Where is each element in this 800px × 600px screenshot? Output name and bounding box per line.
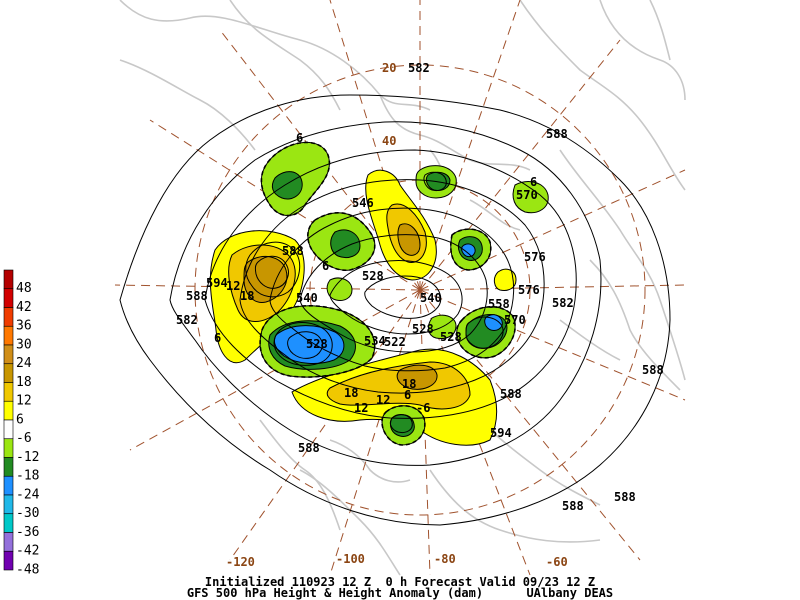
anomaly-negative-small-center	[326, 277, 353, 301]
anomaly-negative-east-18	[484, 314, 503, 331]
coastlines	[119, 0, 686, 576]
product-line: GFS 500 hPa Height & Height Anomaly (dam…	[0, 587, 800, 599]
anomaly-negative-west-18	[273, 325, 345, 364]
colorbar-swatch	[3, 494, 14, 515]
contour-label: 12	[376, 393, 390, 407]
height-contours	[119, 94, 671, 526]
colorbar-label: -36	[16, 525, 39, 540]
lon-label: -120	[226, 555, 255, 569]
contour-label: 576	[518, 283, 540, 297]
contour-label: 582	[408, 61, 430, 75]
anomaly-positive-center-18	[397, 223, 421, 256]
colorbar-label: -48	[16, 562, 39, 577]
contour-label: 6	[322, 259, 329, 273]
colorbar-swatch	[3, 344, 14, 365]
colorbar-label: -30	[16, 506, 39, 521]
contour-label: 18	[240, 289, 254, 303]
contour-label: 588	[562, 499, 584, 513]
colorbar-label: 12	[16, 394, 32, 409]
colorbar-swatch	[3, 325, 14, 346]
contour-label: 6	[530, 175, 537, 189]
contour-label: 18	[344, 386, 358, 400]
contour-label: 588	[614, 490, 636, 504]
anomaly-positive-small-east	[493, 268, 517, 291]
anomaly-negative-northwest-12	[271, 171, 303, 200]
contour-label: 528	[412, 322, 434, 336]
anomaly-negative-central-12	[330, 229, 361, 259]
lon-label: -80	[434, 552, 456, 566]
contour-labels: 582 588 6 570 6 576 576 582 588 594 588 …	[176, 61, 664, 513]
colorbar-swatch	[3, 438, 14, 458]
negative-anomaly-dashes	[259, 141, 516, 446]
anomaly-positive-west-18	[243, 255, 288, 303]
colorbar-swatch	[3, 307, 14, 327]
contour-label: 18	[402, 377, 416, 391]
forecast-time-line: Initialized 110923 12 Z 0 h Forecast Val…	[204, 575, 596, 589]
contour-label: 588	[186, 289, 208, 303]
colorbar-label: -42	[16, 544, 39, 559]
contour-label: 12	[226, 279, 240, 293]
contour-label: 12	[354, 401, 368, 415]
colorbar-label: 18	[16, 375, 32, 390]
contour-label: 582	[552, 296, 574, 310]
contour-label: 6	[404, 388, 411, 402]
contour-label: 594	[490, 426, 512, 440]
colorbar-label: 30	[16, 337, 32, 352]
colorbar-label: 42	[16, 300, 32, 315]
lon-label: -100	[336, 552, 365, 566]
contour-label: 570	[516, 188, 538, 202]
lat-label: 20	[382, 61, 396, 75]
colorbar-swatch	[3, 288, 14, 308]
contour-label: 594	[206, 276, 228, 290]
contour-label: 6	[296, 131, 303, 145]
contour-label: 528	[440, 330, 462, 344]
contour-label: -6	[416, 401, 430, 415]
colorbar-swatch	[3, 269, 14, 290]
contour-label: 522	[384, 335, 406, 349]
colorbar-swatch	[3, 457, 14, 477]
contour-label: 576	[524, 250, 546, 264]
contour-label: 588	[500, 387, 522, 401]
product-title: GFS 500 hPa Height & Height Anomaly (dam…	[186, 586, 484, 600]
latlon-labels: 20 40 -120 -100 -80 -60	[226, 61, 568, 569]
contour-label: 546	[352, 196, 374, 210]
contour-label: 582	[176, 313, 198, 327]
colorbar-swatch	[3, 382, 14, 402]
contour-label: 588	[298, 441, 320, 455]
colorbar-swatch	[3, 513, 14, 533]
colorbar-label: 24	[16, 356, 32, 371]
colorbar-label: -6	[16, 431, 32, 446]
colorbar-label: -12	[16, 450, 39, 465]
colorbar-swatch	[3, 419, 14, 440]
colorbar-swatch	[3, 400, 14, 421]
colorbar-swatch	[3, 550, 14, 571]
contour-label: 588	[546, 127, 568, 141]
colorbar-swatch	[3, 475, 14, 496]
contour-label: 528	[362, 269, 384, 283]
colorbar-label: 36	[16, 319, 32, 334]
contour-label: 570	[504, 313, 526, 327]
colorbar-label: 6	[16, 412, 24, 427]
contour-label: 534	[364, 334, 386, 348]
colorbar-swatch	[3, 363, 14, 383]
lat-label: 40	[382, 134, 396, 148]
colorbar-label: -24	[16, 487, 40, 502]
contour-label: 540	[420, 291, 442, 305]
anomaly-negative-northeast	[512, 181, 549, 214]
contour-label: 588	[642, 363, 664, 377]
source-credit: UAlbany DEAS	[526, 586, 614, 600]
contour-label: 6	[214, 331, 221, 345]
latlon-grid	[114, 0, 686, 576]
contour-label: 540	[296, 291, 318, 305]
contour-label: 528	[306, 337, 328, 351]
colorbar-label: 48	[16, 281, 32, 296]
colorbar-swatch	[3, 532, 14, 552]
lon-label: -60	[546, 555, 568, 569]
colorbar: 48 42 36 30 24 18 12 6 -6 -12 -18 -24 -30 -36 -42 -48	[3, 269, 40, 577]
colorbar-label: -18	[16, 469, 39, 484]
contour-label: 588	[282, 244, 304, 258]
contour-label: 558	[488, 297, 510, 311]
